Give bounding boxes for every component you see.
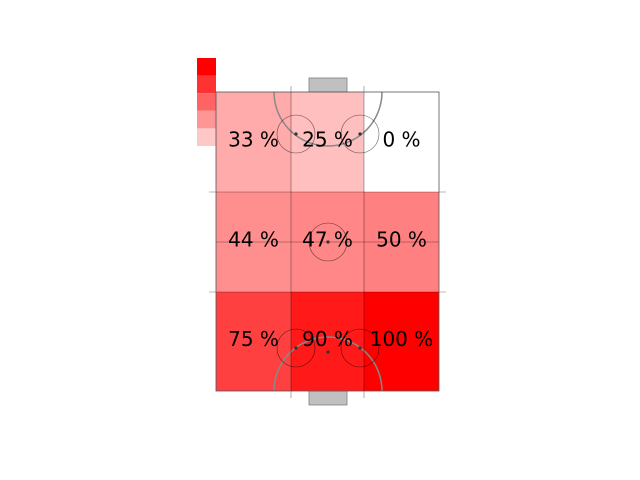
- faceoff-dot-2: [326, 240, 330, 244]
- legend-swatch-3: [197, 110, 216, 129]
- legend-swatch-1: [197, 75, 216, 94]
- cell-label-1-2: 50 %: [376, 228, 427, 252]
- faceoff-circle-4: [340, 328, 380, 368]
- heatmap-cell-2-2: [364, 292, 439, 391]
- heatmap-cell-2-1: [291, 292, 364, 391]
- faceoff-dot-3: [294, 346, 298, 350]
- cell-label-0-1: 25 %: [302, 128, 353, 152]
- heatmap-cell-0-2: [364, 92, 439, 192]
- rink-boundary: [215, 91, 440, 392]
- heatmap-cell-2-0: [216, 292, 291, 391]
- cell-label-1-0: 44 %: [228, 228, 279, 252]
- faceoff-dot-4: [358, 346, 362, 350]
- goal-dot: [326, 350, 330, 354]
- faceoff-circle-1: [340, 114, 380, 154]
- faceoff-circle-2: [308, 222, 348, 262]
- cell-label-0-0: 33 %: [228, 128, 279, 152]
- color-legend: [197, 58, 216, 146]
- rink-markings: [209, 77, 446, 406]
- faceoff-circle-3: [276, 328, 316, 368]
- bottom-goal: [308, 390, 348, 406]
- bottom-goal-arc: [273, 336, 383, 392]
- top-goal: [308, 77, 348, 93]
- cell-label-2-1: 90 %: [302, 327, 353, 351]
- cell-label-2-2: 100 %: [370, 327, 434, 351]
- faceoff-circle-0: [276, 114, 316, 154]
- top-goal-arc: [273, 91, 383, 147]
- cell-label-0-2: 0 %: [382, 128, 420, 152]
- cell-label-2-0: 75 %: [228, 327, 279, 351]
- heatmap-cell-0-1: [291, 92, 364, 192]
- legend-swatch-4: [197, 128, 216, 146]
- faceoff-dot-1: [358, 132, 362, 136]
- cell-label-1-1: 47 %: [302, 228, 353, 252]
- heatmap-labels: 33 % 25 % 0 % 44 % 47 % 50 % 75 % 90 % 100 %: [228, 128, 433, 352]
- legend-swatch-0: [197, 58, 216, 76]
- faceoff-dot-0: [294, 132, 298, 136]
- legend-swatch-2: [197, 93, 216, 111]
